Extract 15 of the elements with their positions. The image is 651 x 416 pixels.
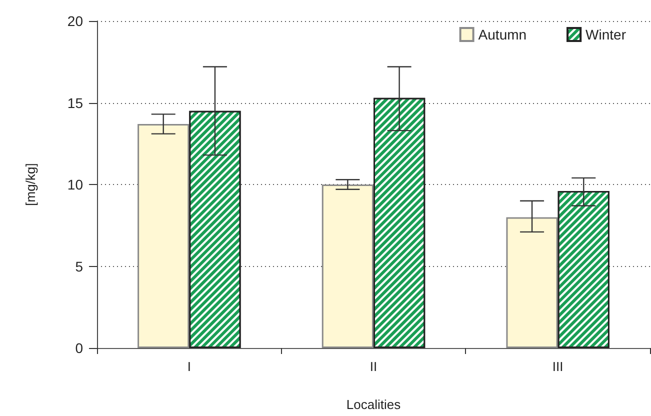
y-tick-label: 15 [67, 94, 84, 111]
bar [138, 124, 190, 348]
y-axis-title: [mg/kg] [23, 163, 38, 206]
legend-label: Autumn [478, 26, 527, 42]
x-tick-label: II [370, 359, 378, 374]
legend-label: Winter [586, 26, 626, 42]
bar [506, 217, 558, 348]
x-tick-label: III [552, 359, 564, 374]
x-axis-title: Localities [346, 397, 402, 412]
bar [322, 184, 374, 348]
y-tick-label: 0 [75, 340, 84, 356]
y-tick-label: 10 [67, 176, 84, 192]
x-tick-label: I [187, 359, 191, 374]
y-tick-label: 20 [67, 13, 84, 29]
y-tick-label: 5 [75, 258, 84, 274]
